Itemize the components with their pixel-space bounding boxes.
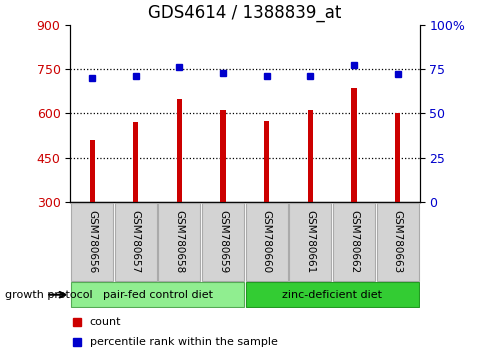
Bar xyxy=(220,110,225,202)
Bar xyxy=(264,121,269,202)
Text: GSM780660: GSM780660 xyxy=(261,210,271,273)
Bar xyxy=(177,98,182,202)
FancyBboxPatch shape xyxy=(245,282,418,307)
FancyBboxPatch shape xyxy=(115,202,156,281)
Bar xyxy=(90,140,94,202)
Text: percentile rank within the sample: percentile rank within the sample xyxy=(90,337,277,347)
Bar xyxy=(394,113,399,202)
FancyBboxPatch shape xyxy=(158,202,200,281)
Bar xyxy=(351,88,356,202)
Text: growth protocol: growth protocol xyxy=(5,290,92,300)
FancyBboxPatch shape xyxy=(202,202,243,281)
Text: GSM780661: GSM780661 xyxy=(305,210,315,273)
FancyBboxPatch shape xyxy=(333,202,374,281)
FancyBboxPatch shape xyxy=(71,282,243,307)
Text: zinc-deficient diet: zinc-deficient diet xyxy=(282,290,381,300)
FancyBboxPatch shape xyxy=(289,202,331,281)
Bar xyxy=(133,122,138,202)
Text: GSM780658: GSM780658 xyxy=(174,210,184,273)
Text: GSM780662: GSM780662 xyxy=(348,210,358,273)
Text: GSM780659: GSM780659 xyxy=(218,210,227,273)
Text: GSM780663: GSM780663 xyxy=(392,210,402,273)
Bar xyxy=(307,110,312,202)
FancyBboxPatch shape xyxy=(376,202,418,281)
FancyBboxPatch shape xyxy=(71,202,113,281)
FancyBboxPatch shape xyxy=(245,202,287,281)
Text: GSM780657: GSM780657 xyxy=(131,210,140,273)
Text: count: count xyxy=(90,318,121,327)
Text: GSM780656: GSM780656 xyxy=(87,210,97,273)
Title: GDS4614 / 1388839_at: GDS4614 / 1388839_at xyxy=(148,4,341,22)
Text: pair-fed control diet: pair-fed control diet xyxy=(103,290,212,300)
